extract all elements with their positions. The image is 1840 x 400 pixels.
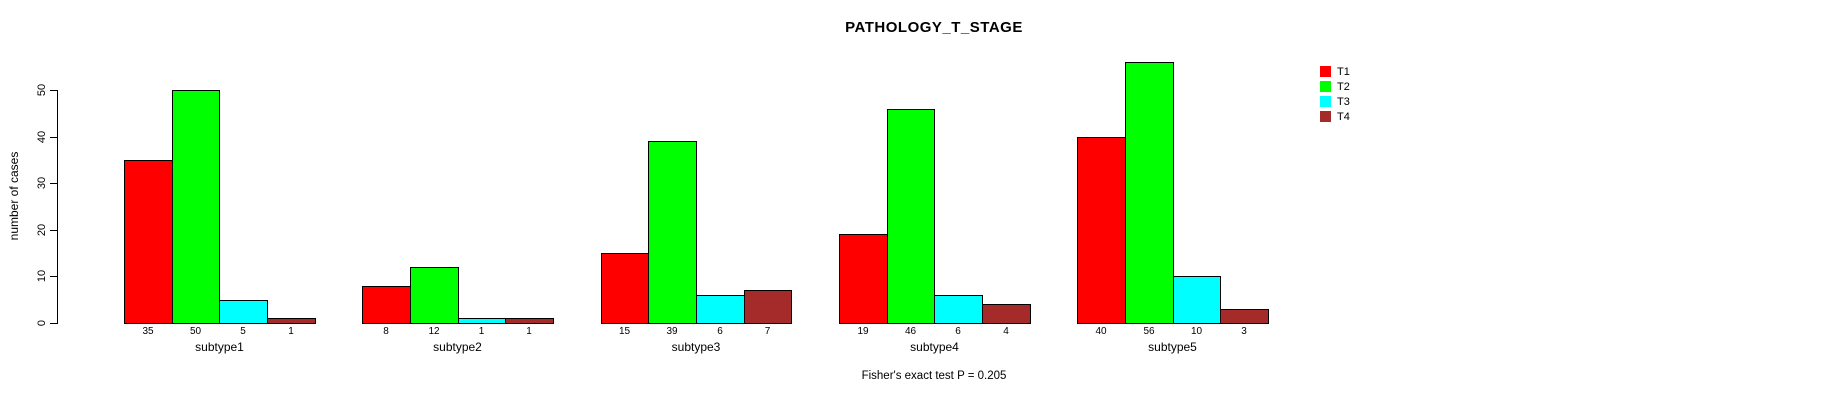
x-axis-group-label: subtype5 — [1148, 340, 1197, 354]
bar-subtype1-t3 — [219, 300, 268, 324]
bar-value-label: 46 — [904, 326, 917, 337]
chart-title: PATHOLOGY_T_STAGE — [845, 19, 1023, 36]
bar-subtype5-t2 — [1125, 62, 1174, 324]
legend: T1 T2 T3 T4 — [1320, 64, 1350, 124]
bar-subtype3-t1 — [601, 253, 649, 324]
bar-subtype4-t3 — [934, 295, 983, 324]
x-axis-group-label: subtype3 — [671, 340, 721, 354]
y-axis-tick-label: 50 — [36, 83, 48, 97]
y-axis-tick — [50, 90, 57, 91]
y-axis-tick-label: 20 — [36, 223, 48, 237]
bar-value-label: 1 — [478, 326, 485, 337]
legend-item-t4: T4 — [1320, 109, 1350, 124]
bar-value-label: 15 — [618, 326, 631, 337]
legend-label: T4 — [1337, 110, 1350, 123]
bar-value-label: 8 — [383, 326, 389, 337]
bar-subtype1-t2 — [172, 90, 220, 324]
bar-subtype5-t3 — [1173, 276, 1221, 324]
y-axis-tick — [50, 323, 57, 324]
legend-label: T3 — [1337, 95, 1350, 108]
bar-value-label: 35 — [142, 326, 154, 337]
legend-label: T1 — [1337, 65, 1350, 78]
y-axis-tick-label: 10 — [36, 269, 48, 283]
legend-swatch-t3 — [1320, 96, 1331, 107]
y-axis-tick-label: 0 — [36, 319, 48, 327]
bar-value-label: 40 — [1095, 326, 1107, 337]
bar-value-label: 1 — [288, 326, 294, 337]
bar-subtype4-t2 — [887, 109, 935, 324]
bar-value-label: 4 — [1003, 326, 1009, 337]
legend-item-t2: T2 — [1320, 79, 1350, 94]
fisher-test-annotation: Fisher's exact test P = 0.205 — [861, 370, 1007, 382]
legend-label: T2 — [1337, 80, 1350, 93]
bar-subtype3-t4 — [744, 290, 792, 324]
y-axis-tick-label: 40 — [36, 130, 48, 144]
y-axis-tick — [50, 276, 57, 277]
bar-subtype4-t1 — [839, 234, 888, 324]
legend-item-t1: T1 — [1320, 64, 1350, 79]
y-axis-tick — [50, 183, 57, 184]
legend-swatch-t2 — [1320, 81, 1331, 92]
bar-value-label: 5 — [240, 326, 246, 337]
legend-item-t3: T3 — [1320, 94, 1350, 109]
bar-value-label: 1 — [526, 326, 532, 337]
bar-value-label: 39 — [666, 326, 678, 337]
bar-subtype2-t4 — [505, 318, 554, 324]
x-axis-group-label: subtype4 — [910, 340, 959, 354]
bar-value-label: 10 — [1190, 326, 1203, 337]
x-axis-group-label: subtype2 — [433, 340, 482, 354]
bar-subtype1-t4 — [267, 318, 316, 324]
bar-value-label: 12 — [428, 326, 440, 337]
bar-value-label: 6 — [717, 326, 723, 337]
bar-value-label: 6 — [955, 326, 961, 337]
bar-subtype5-t4 — [1220, 309, 1269, 324]
y-axis-tick — [50, 137, 57, 138]
bar-subtype2-t2 — [410, 267, 459, 324]
y-axis-line — [57, 90, 58, 324]
bar-subtype2-t1 — [362, 286, 411, 324]
bar-subtype2-t3 — [458, 318, 506, 324]
legend-swatch-t1 — [1320, 66, 1331, 77]
bar-value-label: 50 — [189, 326, 202, 337]
legend-swatch-t4 — [1320, 111, 1331, 122]
x-axis-group-label: subtype1 — [195, 340, 244, 354]
bar-value-label: 19 — [857, 326, 869, 337]
bar-value-label: 7 — [764, 326, 771, 337]
y-axis-tick — [50, 230, 57, 231]
bar-subtype3-t3 — [696, 295, 745, 324]
bar-value-label: 3 — [1241, 326, 1247, 337]
bar-subtype3-t2 — [648, 141, 697, 324]
bar-value-label: 56 — [1143, 326, 1155, 337]
y-axis-tick-label: 30 — [36, 176, 48, 190]
bar-subtype1-t1 — [124, 160, 173, 324]
bar-subtype5-t1 — [1077, 137, 1126, 324]
bar-subtype4-t4 — [982, 304, 1031, 324]
